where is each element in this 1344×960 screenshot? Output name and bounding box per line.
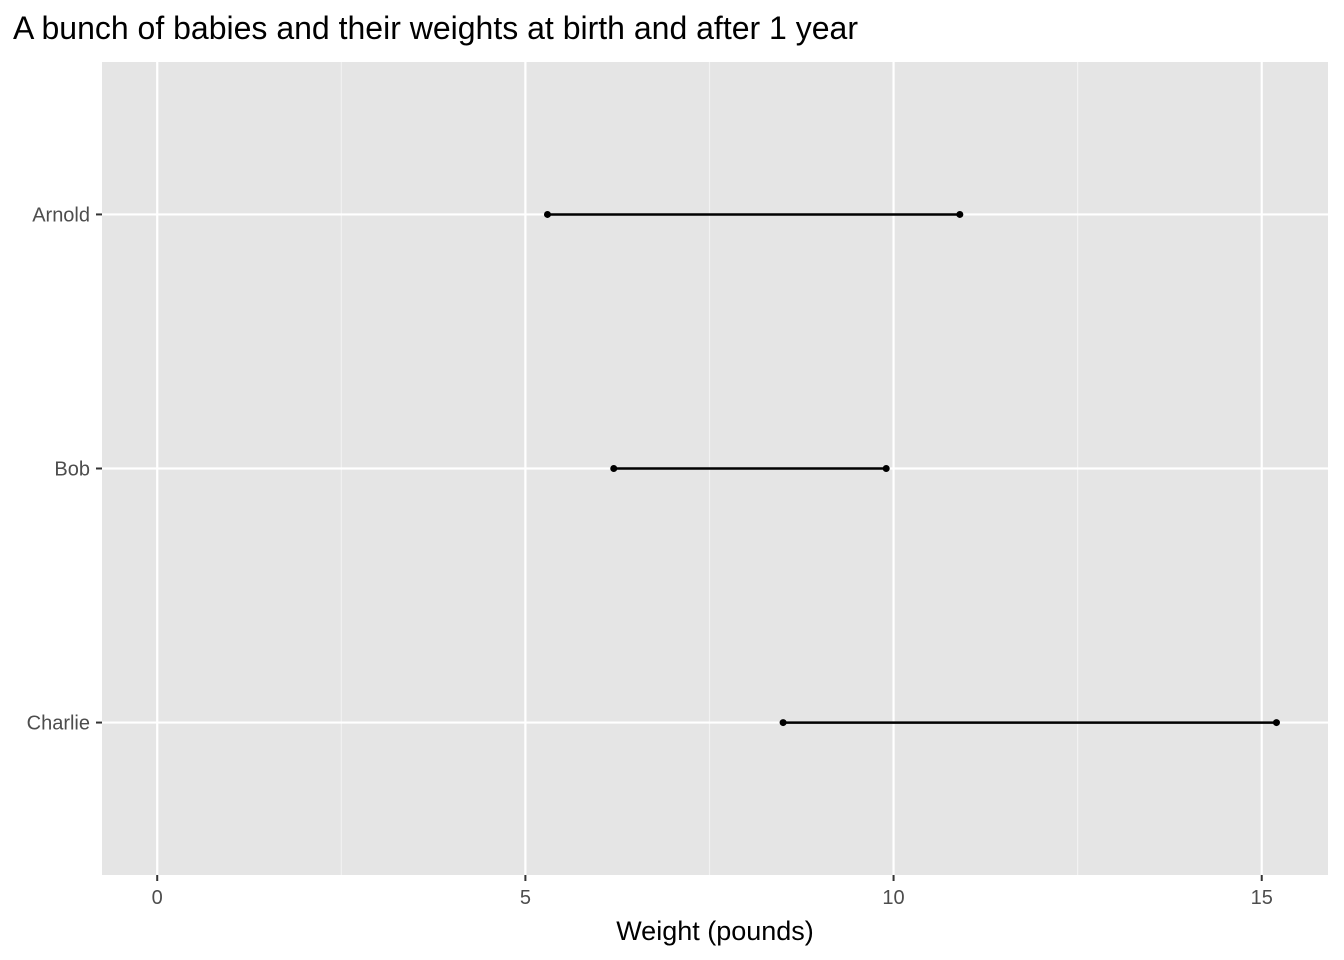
x-tick-label: 5 [520,887,531,909]
start-point [610,465,618,472]
end-point [956,210,964,218]
x-tick-label: 0 [152,887,163,909]
y-tick-label: Charlie [27,713,90,735]
data-marks [543,210,1280,727]
x-axis-title: Weight (pounds) [616,916,814,946]
x-tick-label: 15 [1251,887,1273,909]
end-point [882,465,890,472]
start-point [779,719,787,727]
axes: 0 5 10 15 Arnold Bob Charlie [27,204,1273,909]
end-point [1272,719,1280,727]
y-tick-label: Bob [54,459,90,481]
x-tick-label: 10 [882,887,904,909]
chart-title: A bunch of babies and their weights at b… [13,10,858,46]
start-point [543,210,551,218]
y-tick-label: Arnold [32,204,90,226]
